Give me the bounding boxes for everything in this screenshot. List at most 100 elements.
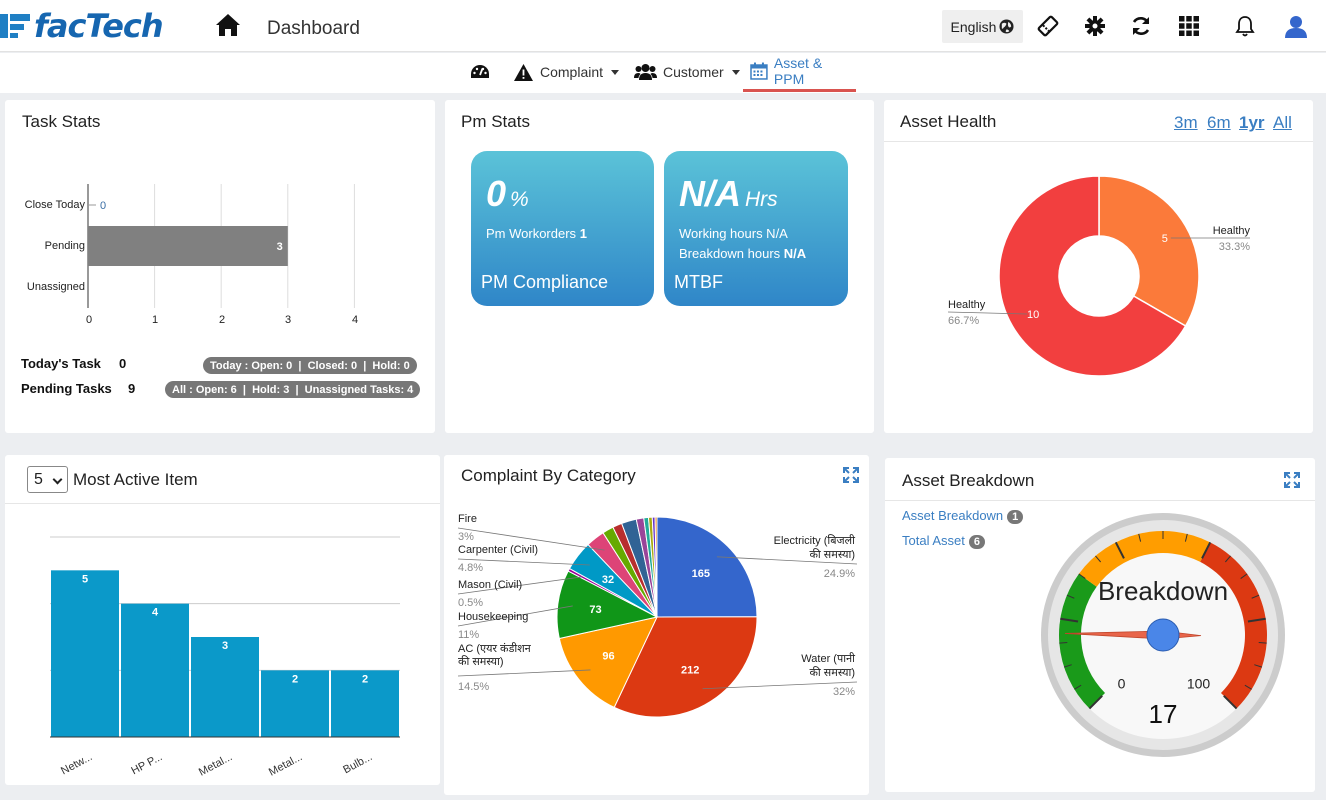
range-1yr[interactable]: 1yr: [1239, 113, 1265, 132]
slice-label: Fire: [458, 513, 477, 525]
mtbf-label: MTBF: [674, 272, 723, 292]
pie-slice: [556, 570, 659, 640]
divider: [5, 503, 440, 504]
slice-percent: 66.7%: [948, 315, 979, 327]
nav-customer[interactable]: Customer: [634, 53, 740, 91]
x-tick-label: Metal...: [197, 751, 234, 779]
bar: [331, 670, 399, 737]
top-bar: facTech Dashboard English: [0, 0, 1326, 52]
slice-percent: 0.5%: [458, 597, 483, 609]
donut-slice: [1098, 175, 1200, 328]
slice-value-label: 32: [602, 574, 614, 586]
slice-leader: [457, 527, 605, 551]
range-3m[interactable]: 3m: [1174, 113, 1198, 132]
bar: [51, 570, 119, 737]
breakdown-hours-line: Breakdown hours N/A: [679, 246, 806, 261]
asset-breakdown-title: Asset Breakdown: [902, 471, 1035, 490]
divider: [884, 141, 1313, 142]
language-selector[interactable]: English: [942, 10, 1023, 43]
gauge-tick: [1223, 695, 1238, 710]
nav-dashboard[interactable]: [470, 53, 490, 91]
expand-icon[interactable]: [1283, 471, 1301, 489]
x-tick-label: 2: [219, 314, 226, 326]
gauge-tick: [1224, 555, 1231, 563]
compliance-unit: %: [510, 188, 529, 211]
slice-value-label: 5: [1162, 233, 1168, 245]
gear-icon[interactable]: [1083, 14, 1107, 38]
slice-leader: [947, 311, 1028, 315]
gauge-tick: [1184, 533, 1188, 542]
item-count-value: 5: [34, 470, 43, 488]
refresh-icon[interactable]: [1129, 14, 1153, 38]
slice-percent: 33.3%: [1219, 241, 1250, 253]
task-category-pending: Pending: [44, 240, 85, 252]
mtbf-unit: Hrs: [745, 188, 778, 211]
task-category-close-today: Close Today: [24, 199, 85, 211]
expand-icon[interactable]: [842, 466, 860, 484]
pie-slice: [613, 616, 758, 718]
bar-value-label: 3: [222, 640, 228, 652]
task-stats-chart: 03: [87, 184, 355, 308]
bell-icon[interactable]: [1233, 14, 1257, 38]
compliance-value: 0: [486, 173, 507, 214]
home-icon[interactable]: [214, 12, 242, 38]
nav-complaint-label: Complaint: [540, 64, 604, 80]
app-logo[interactable]: facTech: [0, 6, 164, 46]
bar-value-label: 2: [362, 673, 368, 685]
workorders-value: 1: [579, 226, 587, 241]
breakdown-count-badge: 1: [1007, 510, 1024, 524]
mtbf-value: N/A: [679, 173, 741, 214]
slice-percent: 32%: [833, 686, 855, 698]
gauge-value-label: 17: [1149, 699, 1178, 729]
user-avatar-icon[interactable]: [1284, 14, 1308, 38]
range-6m[interactable]: 6m: [1207, 113, 1231, 132]
module-nav: Complaint Customer Asset & PPM: [0, 53, 1326, 93]
nav-complaint[interactable]: Complaint: [513, 53, 620, 91]
total-asset-link[interactable]: Total Asset 6: [902, 533, 985, 549]
apps-grid-icon[interactable]: [1177, 14, 1201, 38]
slice-value-label: 165: [692, 568, 710, 580]
slice-leader: [457, 605, 573, 627]
slice-percent: 4.8%: [458, 562, 483, 574]
pm-compliance-card[interactable]: 0% Pm Workorders 1 PM Compliance: [471, 151, 654, 306]
gauge-tick: [1078, 573, 1086, 579]
slice-percent: 3%: [458, 531, 474, 543]
breakdown-hours-label: Breakdown hours: [679, 246, 781, 261]
mtbf-card[interactable]: N/A Hrs Working hours N/A Breakdown hours…: [664, 151, 848, 306]
gauge-tick: [1060, 617, 1079, 623]
page-title: Dashboard: [267, 18, 360, 39]
slice-value-label: 73: [589, 604, 601, 616]
asset-health-title: Asset Health: [900, 112, 997, 131]
item-count-select[interactable]: 5: [27, 466, 68, 493]
gauge-band: [1078, 531, 1211, 587]
pending-tasks-value: 9: [128, 381, 136, 396]
gauge-tick: [1254, 664, 1263, 668]
bar-value-label: 5: [82, 573, 88, 585]
all-status-badge[interactable]: All : Open: 6 | Hold: 3 | Unassigned Tas…: [165, 381, 421, 398]
gauge-tick: [1251, 594, 1260, 599]
x-tick-label: Netw...: [59, 751, 94, 777]
slice-label: AC (एयर कंडीशन: [458, 642, 532, 655]
asset-breakdown-link[interactable]: Asset Breakdown 1: [902, 508, 1024, 524]
today-status-badge[interactable]: Today : Open: 0 | Closed: 0 | Hold: 0: [203, 357, 417, 374]
x-tick-label: 0: [86, 314, 93, 326]
nav-asset-ppm[interactable]: Asset & PPM: [743, 53, 856, 92]
ticket-icon[interactable]: [1036, 14, 1060, 38]
slice-label: Water (पानी: [801, 652, 855, 665]
slice-leader: [702, 681, 858, 690]
gauge-tick: [1247, 617, 1266, 623]
workorders-label: Pm Workorders: [486, 226, 577, 241]
breakdown-gauge: Breakdown 0 100 17: [1041, 513, 1285, 757]
asset-breakdown-link-label: Asset Breakdown: [902, 508, 1004, 523]
divider: [885, 500, 1315, 501]
bar-value-label: 2: [292, 673, 298, 685]
gauge-max-label: 100: [1187, 675, 1211, 691]
dashboard-gauge-icon: [471, 65, 489, 78]
slice-label: Healthy: [1213, 225, 1251, 237]
workorders-line: Pm Workorders 1: [486, 226, 587, 241]
range-all[interactable]: All: [1273, 113, 1292, 132]
slice-value-label: 10: [1027, 309, 1039, 321]
bar: [121, 603, 189, 737]
gauge-band: [1059, 573, 1106, 709]
pie-slice: [558, 616, 658, 709]
